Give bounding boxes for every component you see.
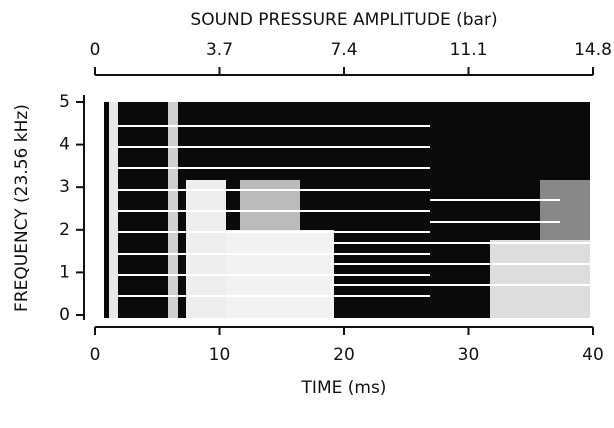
y-tick-label: 3 [59,177,70,197]
gap [98,102,104,318]
x2-tick-label: 7.4 [330,40,357,60]
y-axis-label: FREQUENCY (23.56 kHz) [12,104,32,312]
x-tick-label: 0 [90,345,101,365]
y-tick-label: 4 [59,135,70,155]
light-patch [490,240,590,318]
light-patch [240,180,300,230]
y-tick-label: 0 [59,305,70,325]
x-tick-label: 40 [582,345,604,365]
y-tick-label: 1 [59,262,70,282]
spectrogram-image [98,102,590,318]
light-patch [186,180,226,318]
x-tick-label: 30 [458,345,480,365]
x2-tick-label: 14.8 [574,40,612,60]
x-tick-label: 20 [333,345,355,365]
x-tick-label: 10 [209,345,231,365]
x2-axis-label: SOUND PRESSURE AMPLITUDE (bar) [190,10,497,30]
light-patch [540,180,590,240]
x2-tick-label: 11.1 [450,40,488,60]
gap [109,102,118,318]
harmonic-lines [118,125,590,297]
x2-tick-label: 0 [90,40,101,60]
x-axis-label: TIME (ms) [301,378,387,398]
y-tick-label: 2 [59,220,70,240]
x2-tick-label: 3.7 [206,40,233,60]
y-tick-label: 5 [59,92,70,112]
